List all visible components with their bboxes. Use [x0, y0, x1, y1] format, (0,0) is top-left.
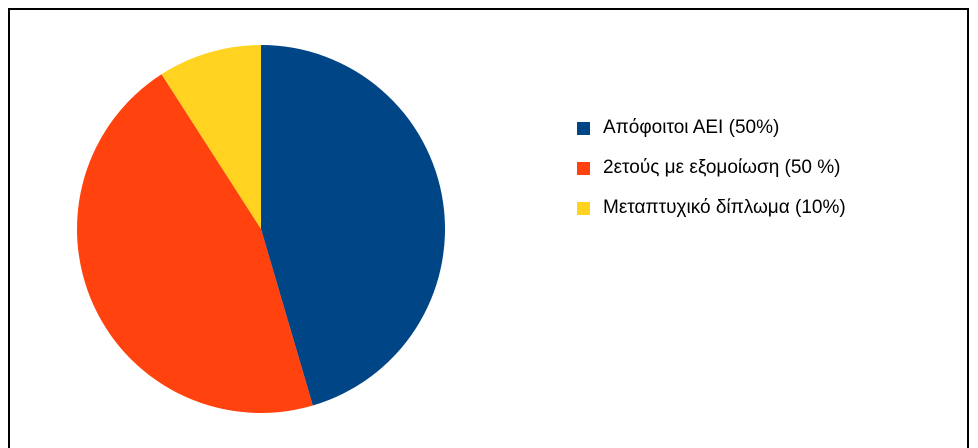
legend-label: Μεταπτυχικό δίπλωμα (10%)	[603, 197, 846, 218]
legend-swatch	[577, 162, 590, 175]
pie-slice	[161, 45, 261, 229]
pie-slice	[77, 74, 313, 413]
legend-swatch	[577, 122, 590, 135]
legend-swatch	[577, 202, 590, 215]
legend: Απόφοιτοι ΑΕΙ (50%) 2ετούς με εξομοίωση (…	[577, 115, 877, 235]
chart-frame	[8, 8, 969, 448]
legend-item: 2ετούς με εξομοίωση (50 %)	[577, 155, 877, 181]
legend-label: Απόφοιτοι ΑΕΙ (50%)	[603, 117, 780, 138]
legend-label: 2ετούς με εξομοίωση (50 %)	[603, 157, 841, 178]
chart	[77, 45, 445, 413]
legend-item: Μεταπτυχικό δίπλωμα (10%)	[577, 195, 877, 221]
pie-slice	[261, 45, 445, 406]
legend-item: Απόφοιτοι ΑΕΙ (50%)	[577, 115, 877, 141]
